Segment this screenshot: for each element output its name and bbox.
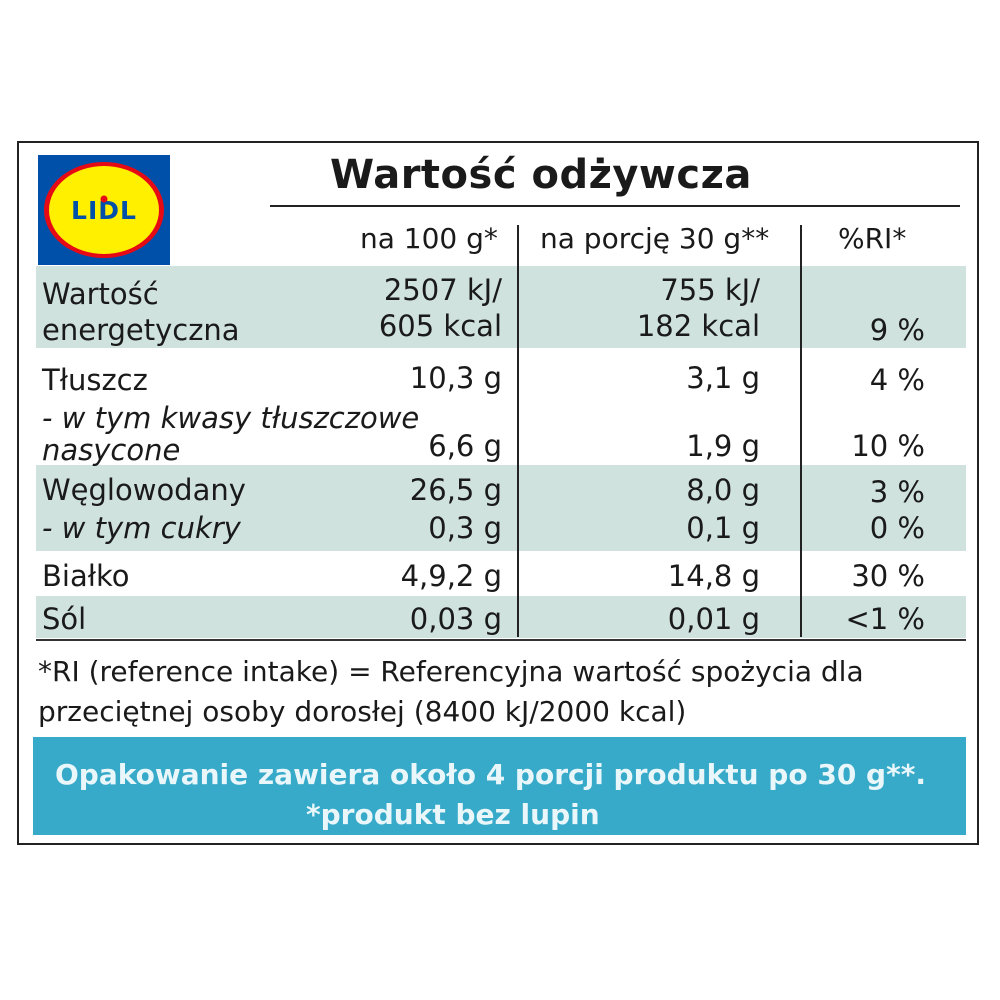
row-name: - w tym cukry [42,511,241,545]
value-portion: 14,8 g [667,559,760,593]
table-bottom-rule [36,639,966,641]
value-portion: 3,1 g [686,361,760,395]
value-portion: 755 kJ/ [660,273,760,307]
footnote-line: przeciętnej osoby dorosłej (8400 kJ/2000… [38,695,687,728]
value-portion: 182 kcal [636,309,760,343]
row-name: - w tym kwasy tłuszczowe [42,401,420,435]
banner-line: Opakowanie zawiera około 4 porcji produk… [55,758,927,791]
value-per100: 0,3 g [428,511,502,545]
value-per100: 605 kcal [378,309,502,343]
col-header-per100: na 100 g* [360,222,498,255]
col-header-portion: na porcję 30 g** [540,222,770,255]
row-name: Sól [42,602,87,636]
value-per100: 26,5 g [409,473,502,507]
value-portion: 1,9 g [686,429,760,463]
value-per100: 6,6 g [428,429,502,463]
value-ri: 4 % [869,363,925,397]
value-portion: 0,01 g [667,602,760,636]
value-ri: 10 % [851,429,925,463]
info-banner [33,737,966,835]
value-per100: 4,9,2 g [400,559,502,593]
value-per100: 2507 kJ/ [383,273,502,307]
title-divider [270,205,960,207]
banner-line: *produkt bez lupin [306,798,600,831]
value-per100: 0,03 g [409,602,502,636]
row-band-salt [36,596,966,638]
value-ri: <1 % [845,602,925,636]
row-name: Wartość [42,277,159,311]
value-ri: 30 % [851,559,925,593]
lidl-logo: LIDL [38,155,170,265]
column-divider [800,225,802,637]
value-per100: 10,3 g [409,361,502,395]
row-name: energetyczna [42,313,240,347]
col-header-ri: %RI* [838,222,907,255]
row-name: Białko [42,559,130,593]
row-name: Tłuszcz [42,363,148,397]
value-portion: 0,1 g [686,511,760,545]
panel-title: Wartość odżywcza [330,152,752,198]
value-ri: 9 % [869,313,925,347]
row-name: Węglowodany [42,473,246,507]
footnote-line: *RI (reference intake) = Referencyjna wa… [38,655,864,688]
row-band-carbs [36,465,966,551]
row-band-energy [36,266,966,348]
value-ri: 0 % [869,511,925,545]
value-portion: 8,0 g [686,473,760,507]
value-ri: 3 % [869,475,925,509]
row-name: nasycone [42,433,181,467]
column-divider [517,225,519,637]
